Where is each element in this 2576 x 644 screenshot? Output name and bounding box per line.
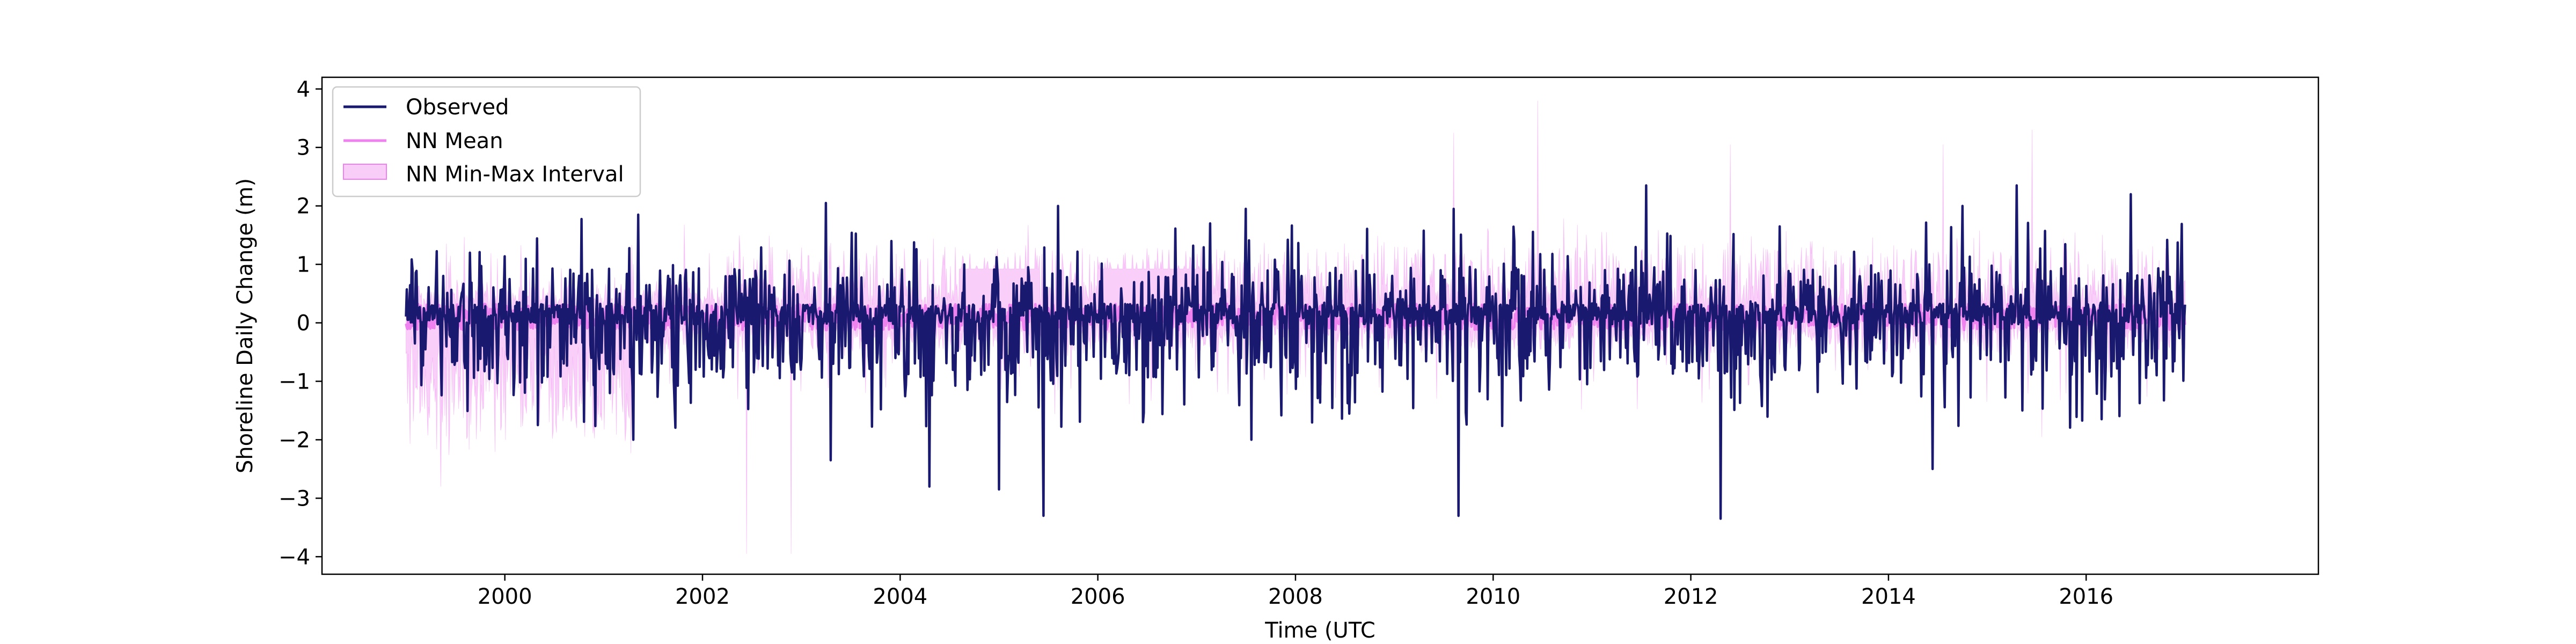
y-axis: −4 −3 −2 −1 0 1 2 3 4 [279, 77, 322, 569]
y-tick-label: 0 [297, 311, 310, 336]
x-tick-label: 2010 [1466, 584, 1520, 609]
y-tick-label: −4 [279, 545, 310, 569]
x-tick-label: 2012 [1664, 584, 1718, 609]
x-tick-label: 2006 [1071, 584, 1125, 609]
observed-series-path [405, 184, 2186, 520]
x-axis-label: Time (UTC [1264, 618, 1375, 643]
y-tick-label: 4 [297, 77, 310, 102]
y-tick-label: −1 [279, 369, 310, 394]
y-tick-label: −3 [279, 486, 310, 511]
x-tick-label: 2014 [1861, 584, 1916, 609]
x-tick-label: 2016 [2059, 584, 2113, 609]
x-tick-label: 2000 [478, 584, 532, 609]
y-axis-label: Shoreline Daily Change (m) [233, 178, 258, 473]
y-tick-label: 1 [297, 253, 310, 277]
y-tick-label: 3 [297, 136, 310, 160]
legend-observed-label: Observed [406, 95, 509, 120]
x-tick-label: 2004 [873, 584, 927, 609]
legend-interval-swatch [343, 164, 387, 180]
legend-nn-mean-label: NN Mean [406, 129, 503, 153]
observed-line [405, 184, 2186, 520]
legend-interval-label: NN Min-Max Interval [406, 162, 624, 187]
x-axis: 2000 2002 2004 2006 2008 2010 2012 2014 2016 [478, 574, 2113, 609]
y-tick-label: 2 [297, 194, 310, 219]
x-tick-label: 2008 [1268, 584, 1323, 609]
legend-frame [332, 86, 641, 197]
y-tick-label: −2 [279, 428, 310, 452]
x-tick-label: 2002 [675, 584, 730, 609]
plot-area [321, 76, 2319, 575]
legend: Observed NN Mean NN Min-Max Interval [332, 86, 641, 197]
